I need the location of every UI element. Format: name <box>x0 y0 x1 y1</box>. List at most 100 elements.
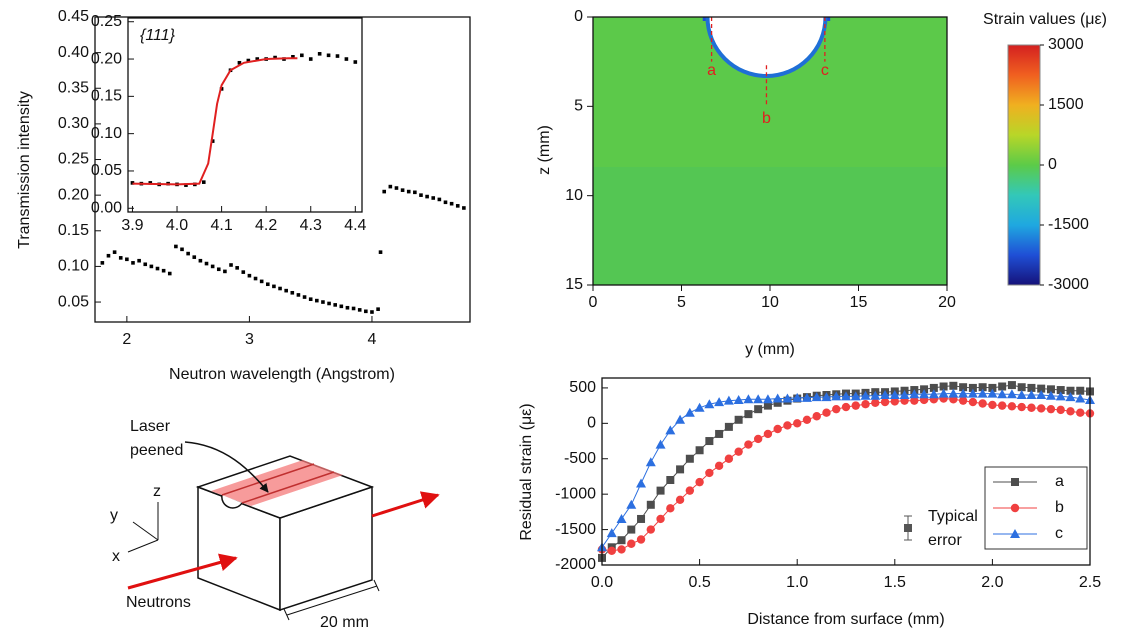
marker <box>1056 405 1065 415</box>
marker <box>772 393 783 403</box>
marker <box>841 402 851 412</box>
colorbar-tick-label: -1500 <box>1048 216 1089 233</box>
marker <box>929 383 938 392</box>
diagram-label: 20 mm <box>320 614 369 631</box>
y-tick-label: 0.00 <box>91 199 122 216</box>
marker <box>1007 402 1017 411</box>
marker <box>1026 390 1037 399</box>
point <box>210 264 215 269</box>
marker <box>822 408 831 417</box>
diagram <box>127 441 440 621</box>
y-tick-label: 0.20 <box>58 186 89 203</box>
y-axis-label: z (mm) <box>536 125 553 175</box>
profile-label: a <box>707 62 716 79</box>
marker <box>637 514 646 523</box>
marker <box>988 383 997 392</box>
point <box>353 60 358 64</box>
x-tick-label: 10 <box>761 294 779 311</box>
marker <box>754 405 763 414</box>
point <box>210 139 215 143</box>
point <box>180 247 184 252</box>
marker <box>1017 402 1026 412</box>
axis-x <box>127 539 159 553</box>
marker <box>694 402 705 412</box>
point <box>315 298 319 303</box>
annotation: {111} <box>140 27 176 44</box>
axis-name: x <box>112 548 120 565</box>
marker <box>1027 383 1036 392</box>
axis-name: z <box>153 483 161 500</box>
marker <box>685 454 694 463</box>
marker <box>988 400 997 410</box>
error-marker <box>904 524 912 532</box>
marker <box>705 437 714 446</box>
x-tick-label: 0 <box>589 294 598 311</box>
x-tick-label: 4.0 <box>166 217 188 234</box>
colorbar-tick-label: 1500 <box>1048 96 1084 113</box>
y-tick-label: 0.10 <box>58 258 89 275</box>
marker <box>977 388 988 398</box>
point <box>149 264 154 269</box>
legend-marker <box>1010 503 1020 513</box>
y-axis-label: Transmission intensity <box>16 91 33 249</box>
colorbar-tick-label: 0 <box>1048 156 1057 173</box>
point <box>431 196 436 200</box>
point <box>302 295 307 299</box>
y-tick-label: -1500 <box>555 521 596 538</box>
marker <box>1056 386 1065 395</box>
x-tick-label: 5 <box>677 294 686 311</box>
marker <box>753 434 763 444</box>
plot-frame <box>127 17 363 213</box>
colorbar <box>1007 44 1041 286</box>
point <box>137 258 141 263</box>
plot-frame <box>94 16 471 323</box>
marker <box>627 525 636 534</box>
y-tick-label: 0.05 <box>58 293 89 310</box>
point <box>265 282 270 287</box>
point <box>247 273 252 278</box>
error-label: Typical <box>928 508 978 525</box>
marker <box>1037 384 1046 393</box>
marker <box>695 446 704 455</box>
marker <box>733 394 744 404</box>
marker <box>801 392 812 402</box>
marker <box>783 421 792 430</box>
marker <box>715 429 724 438</box>
x-axis-label: y (mm) <box>745 341 795 358</box>
point <box>272 284 276 289</box>
point <box>235 266 239 270</box>
dimension-tick <box>283 608 290 621</box>
point <box>345 305 350 310</box>
y-tick-label: 5 <box>574 98 583 115</box>
point <box>413 190 417 195</box>
marker <box>607 546 616 556</box>
marker <box>1066 407 1075 416</box>
marker <box>695 477 704 487</box>
point <box>278 286 282 291</box>
neutron-arrow-out <box>371 491 440 518</box>
marker <box>773 424 782 434</box>
point <box>357 308 362 312</box>
point <box>125 257 129 262</box>
marker <box>616 513 627 523</box>
x-tick-label: 3.9 <box>121 217 143 234</box>
marker <box>899 390 910 399</box>
y-tick-label: 0.25 <box>58 151 89 168</box>
marker <box>685 486 695 495</box>
marker <box>1046 404 1056 414</box>
x-tick-label: 20 <box>938 294 956 311</box>
marker <box>998 382 1007 391</box>
marker <box>753 394 764 404</box>
marker <box>1037 404 1046 413</box>
point <box>198 258 203 263</box>
point <box>273 55 277 60</box>
point <box>376 307 380 311</box>
marker <box>684 407 695 417</box>
marker <box>1036 390 1047 399</box>
y-tick-label: 0 <box>574 8 583 25</box>
point <box>174 244 178 249</box>
point <box>253 276 258 281</box>
y-tick-label: 10 <box>565 187 583 204</box>
marker <box>1075 393 1086 403</box>
